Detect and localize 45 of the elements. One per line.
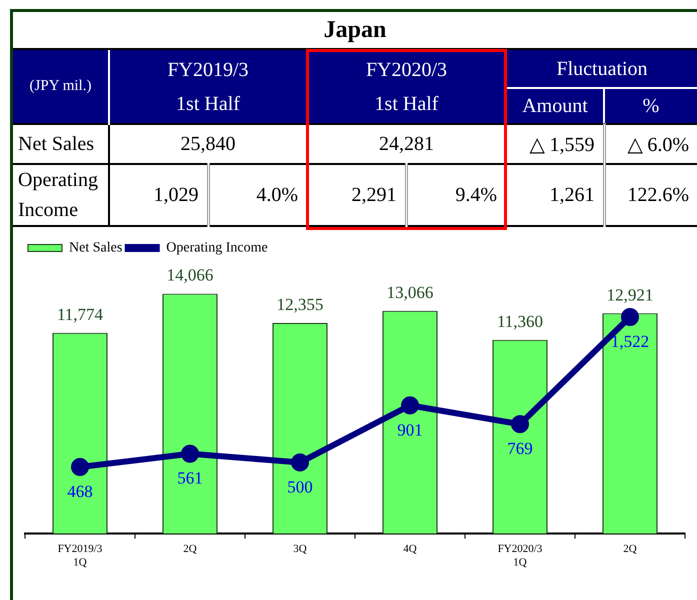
text: FY2020/3 1st Half	[364, 58, 448, 116]
data-label: 1,522	[610, 332, 650, 351]
category-label: Operating Income	[18, 169, 98, 221]
text: 9.4%	[455, 184, 497, 206]
data-label: 769	[507, 439, 533, 458]
x-tick-label: 2Q	[183, 543, 197, 556]
text: FY2019/3 1st Half	[166, 58, 250, 116]
x-tick-label: 2Q	[623, 543, 637, 556]
data-label: 500	[287, 477, 313, 496]
text: 24,281	[379, 132, 434, 154]
text: 1,029	[154, 184, 198, 206]
x-tick-label: FY2020/3 1Q	[498, 543, 543, 568]
x-tick-label: 4Q	[403, 543, 417, 556]
data-label: 901	[397, 420, 423, 440]
point	[181, 444, 199, 463]
text: 4.0%	[256, 184, 298, 206]
text: △ 6.0%	[627, 134, 690, 156]
x-tick-label: 3Q	[293, 543, 307, 556]
text: Japan	[13, 12, 697, 50]
point	[291, 453, 309, 472]
category-label: Net Sales	[18, 133, 94, 155]
text: 122.6%	[627, 184, 690, 206]
data-label: 12,921	[606, 285, 654, 304]
data-label: 468	[67, 482, 93, 501]
point	[511, 415, 529, 434]
data-label: 12,355	[276, 294, 324, 314]
point	[71, 458, 89, 476]
text: 1,261	[550, 184, 594, 206]
data-label: 14,066	[166, 266, 214, 285]
text: 25,840	[180, 132, 236, 154]
text: △ 1,559	[530, 134, 594, 156]
data-label: 11,360	[496, 312, 544, 331]
text: %	[604, 88, 697, 124]
text: Fluctuation	[556, 56, 648, 82]
text: 2,291	[352, 184, 396, 206]
legend-label: Operating Income	[166, 240, 268, 256]
data-label: 13,066	[386, 282, 434, 302]
text: Amount	[506, 88, 604, 124]
point	[401, 396, 419, 414]
data-label: 561	[177, 468, 203, 488]
x-tick-label: FY2019/3 1Q	[58, 543, 103, 568]
legend-label: Net Sales	[69, 240, 122, 256]
data-label: 11,774	[56, 304, 104, 324]
point	[621, 308, 639, 326]
text: (JPY mil.)	[13, 50, 109, 124]
